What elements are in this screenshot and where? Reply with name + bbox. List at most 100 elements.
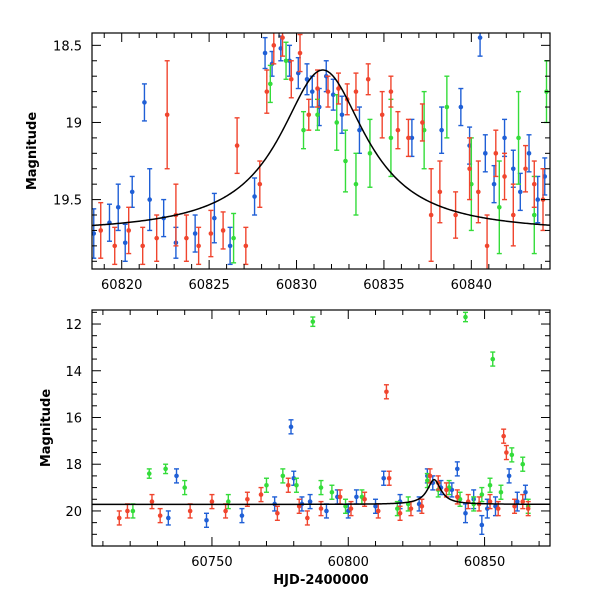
bottom-panel-data-point: [487, 493, 493, 510]
bottom-panel-data-point: [130, 503, 136, 519]
top-panel-data-point: [453, 191, 459, 239]
data-marker: [409, 135, 415, 141]
data-marker: [154, 235, 159, 241]
top-panel-data-point: [106, 203, 112, 242]
bottom-panel-data-point: [386, 470, 392, 486]
data-marker: [324, 508, 329, 514]
data-marker: [437, 189, 443, 195]
data-marker: [310, 319, 316, 324]
bottom-panel-data-point: [225, 493, 231, 510]
top-panel-data-point: [356, 106, 362, 155]
top-panel-data-point: [523, 144, 529, 193]
top-panel-data-point: [267, 64, 273, 104]
top-panel-data-point: [510, 149, 516, 188]
top-panel-data-point: [535, 175, 541, 224]
data-marker: [204, 517, 209, 523]
top-panel-data-point: [264, 69, 270, 114]
data-marker: [283, 58, 289, 64]
top-panel-data-point: [271, 33, 277, 65]
bottom-panel-data-point: [343, 498, 349, 514]
bottom-panel-data-point: [514, 491, 520, 512]
top-panel-data-point: [211, 192, 217, 244]
top-panel-data-point: [482, 134, 488, 173]
data-marker: [166, 515, 171, 521]
data-marker: [517, 189, 523, 195]
data-marker: [381, 475, 387, 481]
data-marker: [226, 499, 231, 504]
data-marker: [234, 143, 240, 148]
bottom-panel-data-point: [182, 479, 188, 496]
bottom-panel-data-point: [522, 484, 528, 500]
data-marker: [130, 508, 136, 514]
top-panel-data-point: [437, 160, 443, 224]
bottom-panel-data-point: [490, 351, 496, 367]
bottom-panel-data-point: [157, 507, 163, 524]
top-panel-data-point: [531, 160, 537, 209]
data-marker: [227, 243, 233, 249]
data-marker: [353, 89, 359, 94]
bottom-panel-x-axis-label: HJD-2400000: [273, 573, 368, 588]
data-marker: [458, 104, 464, 110]
bottom-panel-data-point: [487, 477, 493, 493]
bottom-panel-x-axis: 60750 60800 60850: [102, 310, 540, 570]
bottom-panel-data-point: [223, 503, 229, 519]
data-marker: [406, 135, 411, 141]
top-panel-x-tick-label: 60830: [276, 278, 317, 293]
top-panel: 60820 60825 60830 60835 60840 18.5 19 19.5 Mag…: [25, 32, 551, 293]
top-panel-y-axis-label: Magnitude: [25, 112, 40, 191]
data-marker: [479, 522, 485, 528]
data-marker: [112, 243, 118, 249]
data-marker: [510, 212, 516, 218]
bottom-panel-data-point: [462, 311, 468, 323]
data-marker: [514, 499, 520, 504]
bottom-panel-data-point: [329, 484, 335, 500]
top-panel-data-point: [444, 75, 450, 139]
data-marker: [318, 485, 324, 490]
top-panel-data-point: [140, 226, 146, 266]
top-panel-data-point: [164, 60, 170, 170]
bottom-panel-data-point: [492, 496, 498, 517]
data-marker: [115, 205, 121, 210]
data-marker: [149, 499, 155, 504]
bottom-panel-data-point: [520, 456, 526, 472]
data-marker: [336, 86, 341, 91]
data-marker: [484, 243, 490, 249]
data-marker: [395, 506, 400, 511]
data-marker: [502, 174, 507, 179]
data-marker: [163, 466, 168, 472]
bottom-panel-data-point: [146, 468, 152, 479]
data-marker: [184, 235, 189, 241]
bottom-panel-data-point: [174, 468, 180, 484]
bottom-panel-data-point: [163, 463, 169, 475]
top-panel-data-marks: [92, 33, 550, 269]
bottom-panel-data-point: [462, 503, 468, 524]
top-panel-data-point: [220, 211, 226, 250]
top-panel-data-point: [196, 226, 202, 266]
data-marker: [493, 151, 499, 156]
data-marker: [258, 492, 264, 497]
data-marker: [353, 181, 359, 187]
top-panel-data-point: [306, 98, 312, 131]
bottom-panel-data-marks: [92, 311, 550, 536]
data-marker: [339, 112, 345, 118]
bottom-panel-data-point: [397, 505, 403, 521]
data-marker: [497, 205, 502, 210]
data-marker: [280, 473, 286, 479]
bottom-panel-data-point: [457, 491, 463, 507]
top-panel-data-point: [353, 152, 359, 216]
top-panel-data-point: [477, 33, 483, 57]
data-marker: [516, 135, 521, 141]
data-marker: [487, 482, 493, 488]
data-marker: [337, 494, 343, 500]
data-marker: [397, 510, 403, 516]
bottom-panel-data-point: [446, 479, 452, 496]
data-marker: [388, 135, 394, 141]
bottom-panel-data-point: [285, 477, 291, 493]
data-marker: [318, 506, 324, 511]
top-panel-data-point: [280, 33, 286, 57]
bottom-panel-data-point: [204, 512, 209, 529]
data-marker: [192, 231, 198, 236]
bottom-panel-data-point: [405, 496, 411, 512]
data-marker: [268, 81, 273, 87]
data-marker: [330, 92, 336, 97]
